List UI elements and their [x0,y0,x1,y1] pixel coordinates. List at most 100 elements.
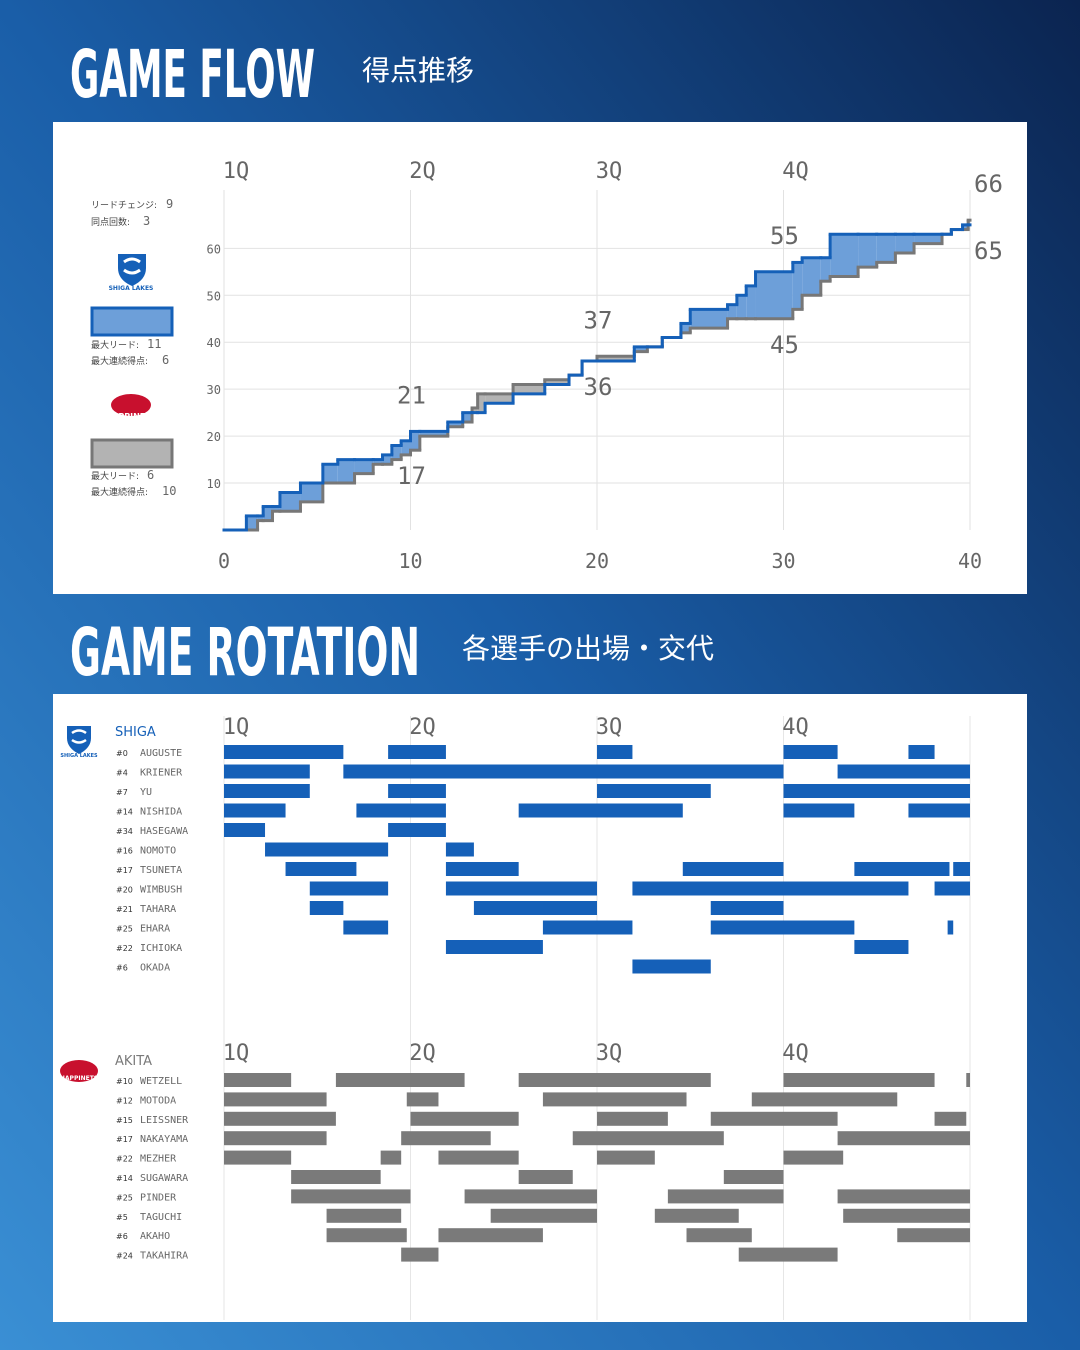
stint-bar [406,1092,439,1107]
stint-bar [897,1228,970,1243]
player-number: #16 [116,847,133,856]
player-number: #10 [116,1077,133,1086]
stint-bar [542,920,633,935]
stint-bar [518,1073,711,1087]
stint-bar [291,1170,381,1184]
lead-area [354,459,374,474]
stint-bar [518,1170,573,1184]
score-annotation: 66 [974,170,1003,198]
stat-label: 同点回数: [91,216,130,228]
stint-bar [572,1131,724,1146]
stint-bar [597,1150,655,1165]
score-annotation: 17 [397,462,426,490]
team-name: SHIGA [115,725,156,740]
player-name: TAHARA [140,904,176,915]
stat-label: リードチェンジ: [91,200,157,211]
lead-area [337,459,355,484]
team-stat-value: 10 [162,484,176,498]
stint-bar [783,1150,844,1165]
score-annotation: 65 [974,237,1003,265]
lead-area [876,234,896,263]
lead-area [830,234,859,277]
team-stat-value: 11 [147,337,161,351]
player-number: #24 [116,1252,133,1261]
panel [53,122,1027,594]
quarter-label: 1Q [223,1041,250,1066]
player-number: #0 [116,749,128,758]
stint-bar [224,1111,336,1126]
quarter-label: 4Q [782,1041,809,1066]
lead-area [322,464,338,484]
quarter-label: 3Q [596,715,623,740]
lead-area [410,431,420,451]
stint-bar [783,803,855,818]
stint-bar [783,745,838,759]
stint-bar [464,1189,597,1204]
stint-bar [783,784,970,798]
stint-bar [837,764,970,779]
stint-bar [682,862,784,876]
stint-bar [686,1228,752,1243]
stint-bar [224,784,310,798]
y-tick-label: 50 [207,289,221,303]
stint-bar [388,784,446,798]
player-name: NAKAYAMA [140,1134,188,1145]
player-name: WIMBUSH [140,885,182,896]
x-tick-label: 20 [585,549,609,573]
stint-bar [710,920,855,935]
stint-bar [224,823,266,837]
y-tick-label: 40 [207,336,221,350]
stint-bar [445,842,474,857]
quarter-label: 3Q [596,1041,623,1066]
section-subtitle: 各選手の出場・交代 [462,632,714,665]
stint-bar [837,1131,970,1146]
lead-area [272,506,280,512]
player-name: AUGUSTE [140,748,182,759]
stint-bar [265,842,389,857]
player-name: ICHIOKA [140,943,182,954]
player-number: #5 [116,1213,128,1222]
player-number: #25 [116,1193,133,1202]
stint-bar [309,881,389,896]
player-name: HASEGAWA [140,826,188,837]
lead-area [513,384,545,394]
stint-bar [542,1092,687,1107]
lead-area [680,323,691,333]
stint-bar [224,764,310,779]
lead-area [246,515,258,530]
player-number: #4 [116,769,128,778]
stint-bar [751,1092,898,1107]
team-stat-label: 最大連続得点: [91,355,148,367]
lead-area [419,431,448,437]
stint-bar [710,1111,838,1126]
lead-area [736,295,747,319]
stint-bar [224,1073,292,1087]
quarter-label: 2Q [409,715,436,740]
stint-bar [597,784,711,798]
player-number: #22 [116,944,133,953]
player-number: #20 [116,886,133,895]
player-name: WETZELL [140,1076,182,1087]
player-name: MOTODA [140,1095,176,1106]
player-number: #22 [116,1155,133,1164]
stint-bar [343,920,389,935]
x-tick-label: 40 [958,549,982,573]
player-name: KRIENER [140,768,183,779]
player-name: TSUNETA [140,865,182,876]
stint-bar [410,1111,519,1126]
stint-bar [632,959,711,974]
player-number: #25 [116,925,133,934]
stint-bar [934,881,970,896]
lead-area [391,445,402,460]
player-name: EHARA [140,924,170,935]
player-number: #12 [116,1096,133,1105]
y-tick-label: 20 [207,430,221,444]
stint-bar [438,1150,519,1165]
stint-bar [934,1111,967,1126]
player-name: OKADA [140,963,170,974]
lead-area [755,271,793,319]
lead-area [597,356,635,361]
player-name: YU [140,787,152,798]
lead-area [401,440,411,455]
stat-value: 3 [143,214,150,228]
